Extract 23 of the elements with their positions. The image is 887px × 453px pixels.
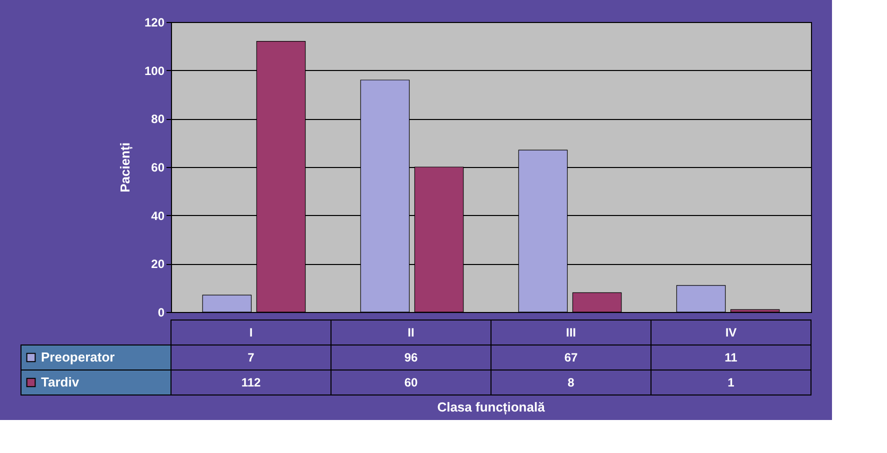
x-tick-label: I: [249, 326, 253, 340]
data-label: 7: [248, 350, 255, 364]
y-axis-title: Pacienți: [117, 142, 134, 192]
x-tick-label: III: [566, 326, 576, 340]
data-label: 60: [404, 376, 418, 390]
data-label: 112: [241, 376, 262, 390]
y-tick-label: 60: [151, 160, 165, 174]
x-axis-title: Clasa funcțională: [437, 400, 546, 416]
data-label: 67: [564, 350, 578, 364]
y-tick-label: 0: [158, 306, 165, 320]
legend-label: Preoperator: [41, 350, 115, 364]
data-label: 1: [728, 376, 735, 390]
x-tick-label: II: [408, 326, 414, 340]
y-tick-label: 120: [144, 16, 165, 30]
x-tick-label: IV: [725, 326, 737, 340]
y-tick-label: 40: [151, 208, 165, 223]
data-label: 96: [404, 350, 418, 364]
y-tick-label: 20: [151, 257, 165, 272]
y-tick-label: 100: [144, 64, 165, 78]
data-label: 11: [724, 350, 738, 364]
y-tick-label: 80: [151, 112, 165, 126]
data-label: 8: [568, 376, 575, 390]
legend-label: Tardiv: [41, 374, 80, 390]
